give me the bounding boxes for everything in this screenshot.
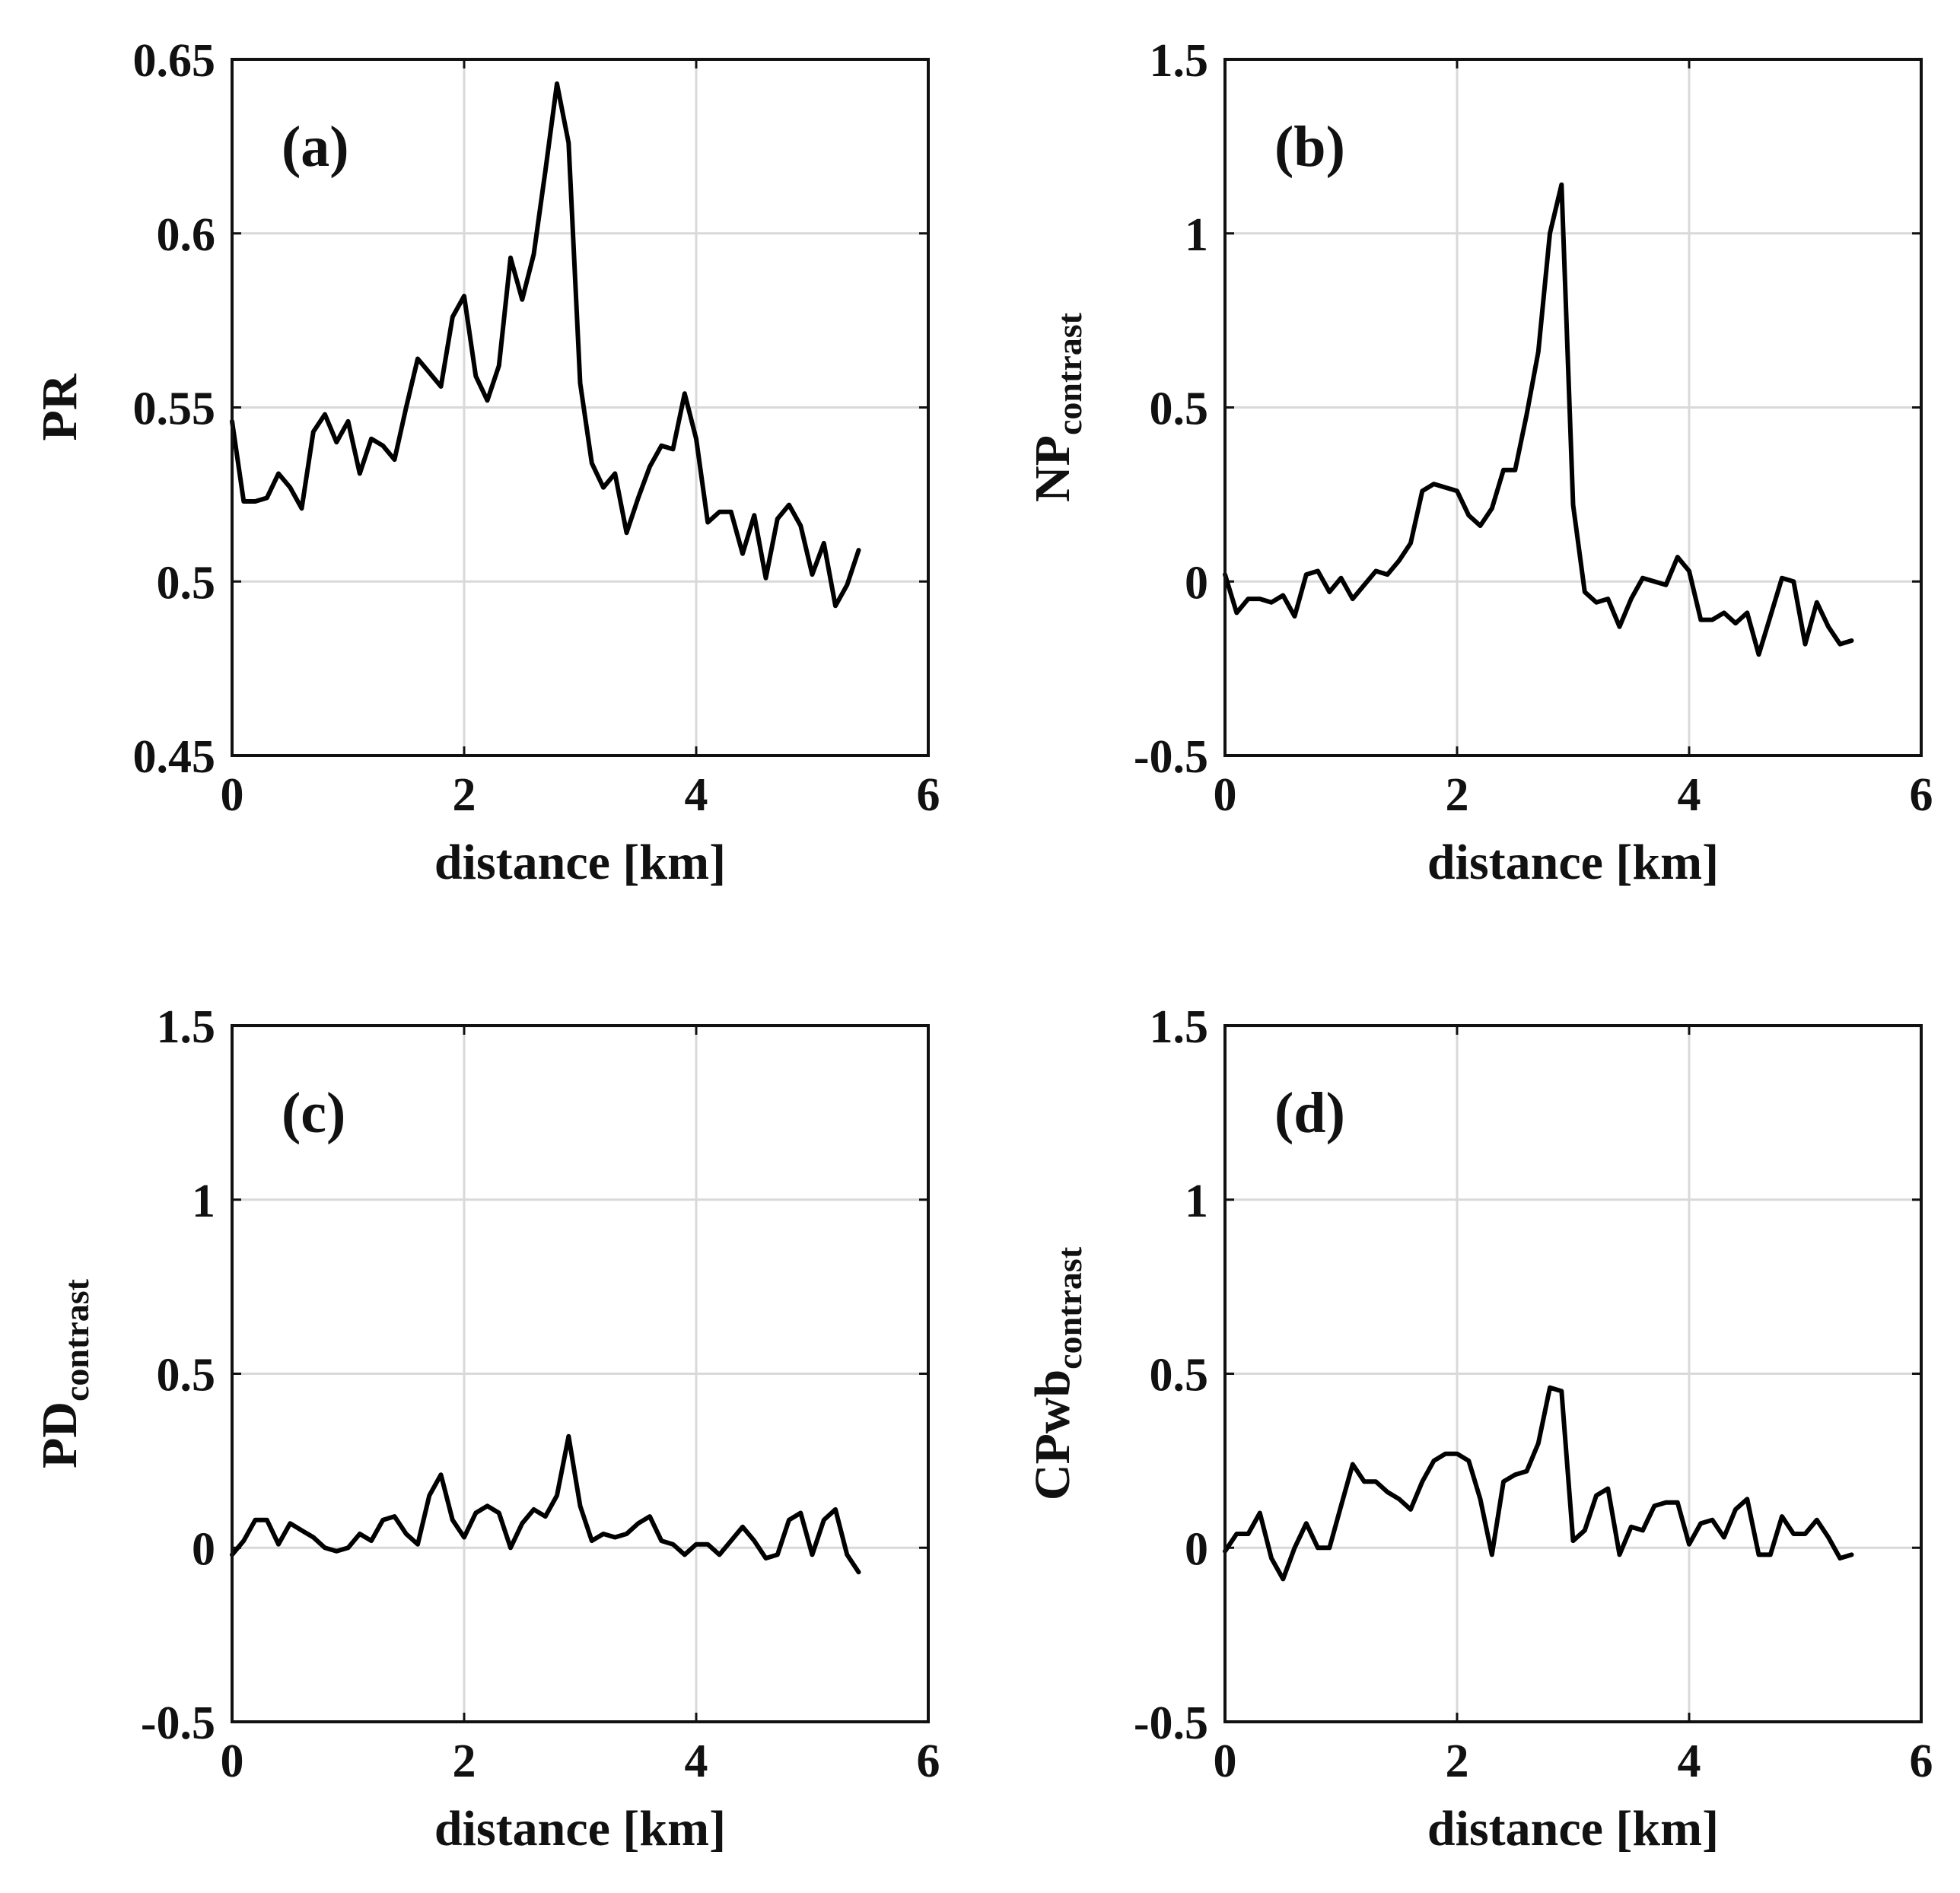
y-tick-label: 0.65 (133, 35, 216, 87)
x-tick-label: 0 (1214, 1736, 1237, 1787)
y-tick-label: 0.5 (157, 1350, 216, 1401)
y-axis-label-subscript: contrast (1050, 312, 1089, 435)
x-axis-label: distance [km] (434, 835, 726, 890)
y-tick-label: 1 (192, 1176, 215, 1227)
x-tick-label: 2 (453, 769, 476, 821)
axes-frame (1223, 1024, 1923, 1723)
y-tick-label: 0.6 (157, 209, 216, 261)
panel-label: (b) (1274, 115, 1345, 179)
x-tick-label: 2 (453, 1736, 476, 1787)
x-tick-label: 4 (685, 1736, 708, 1787)
y-tick-label: 0.5 (1150, 383, 1209, 435)
y-tick-label: 1.5 (157, 1001, 216, 1053)
x-tick-label: 4 (685, 769, 708, 821)
x-tick-label: 2 (1446, 1736, 1469, 1787)
y-tick-label: 0.5 (157, 557, 216, 609)
y-tick-label: 0.5 (1150, 1350, 1209, 1401)
x-tick-label: 0 (221, 1736, 244, 1787)
x-tick-label: 6 (1910, 1736, 1933, 1787)
series-line (1223, 182, 1854, 657)
x-axis-label: distance [km] (1427, 1801, 1719, 1856)
x-axis-label: distance [km] (1427, 835, 1719, 890)
panel-0: 0 2 4 6 0.45 0.5 0.55 0.6 0.65 distance [km] PR (a) (32, 35, 940, 890)
y-tick-label: 0 (1185, 1523, 1208, 1575)
panel-label: (d) (1274, 1081, 1345, 1145)
x-tick-label: 6 (917, 1736, 940, 1787)
x-tick-label: 6 (1910, 769, 1933, 821)
y-tick-label: 0.45 (133, 731, 216, 783)
y-axis-label-subscript: contrast (57, 1278, 96, 1401)
x-axis-label: distance [km] (434, 1801, 726, 1856)
y-tick-label: -0.5 (1134, 731, 1208, 783)
x-tick-label: 4 (1678, 1736, 1701, 1787)
y-tick-label: 1.5 (1150, 1001, 1209, 1053)
y-tick-label: 1 (1185, 209, 1208, 261)
panel-label: (c) (282, 1081, 345, 1145)
y-axis-label: PDcontrast (32, 1278, 96, 1468)
y-tick-label: -0.5 (1134, 1697, 1208, 1749)
y-axis-label: NPcontrast (1025, 312, 1089, 502)
x-tick-label: 4 (1678, 769, 1701, 821)
series-line (1223, 1385, 1854, 1582)
y-axis-label-subscript: contrast (1050, 1246, 1089, 1370)
y-axis-label-main: NP (1025, 435, 1080, 502)
axes-frame (1223, 58, 1923, 757)
panel-label: (a) (282, 115, 349, 179)
x-tick-label: 0 (221, 769, 244, 821)
series-line (230, 81, 861, 609)
x-tick-label: 2 (1446, 769, 1469, 821)
y-axis-label: PR (32, 373, 88, 441)
y-tick-label: -0.5 (141, 1697, 215, 1749)
x-tick-label: 6 (917, 769, 940, 821)
y-axis-label-main: PR (32, 373, 88, 441)
axes-frame (231, 58, 930, 757)
y-tick-label: 0.55 (133, 383, 216, 435)
y-tick-label: 0 (1185, 557, 1208, 609)
y-axis-label: CPwbcontrast (1025, 1246, 1089, 1500)
x-tick-label: 0 (1214, 769, 1237, 821)
y-axis-label-main: CPwb (1025, 1370, 1080, 1500)
y-tick-label: 1 (1185, 1176, 1208, 1227)
y-tick-label: 0 (192, 1523, 215, 1575)
series-line (230, 1433, 861, 1575)
y-tick-label: 1.5 (1150, 35, 1209, 87)
y-axis-label-main: PD (32, 1401, 88, 1468)
axes-frame (231, 1024, 930, 1723)
